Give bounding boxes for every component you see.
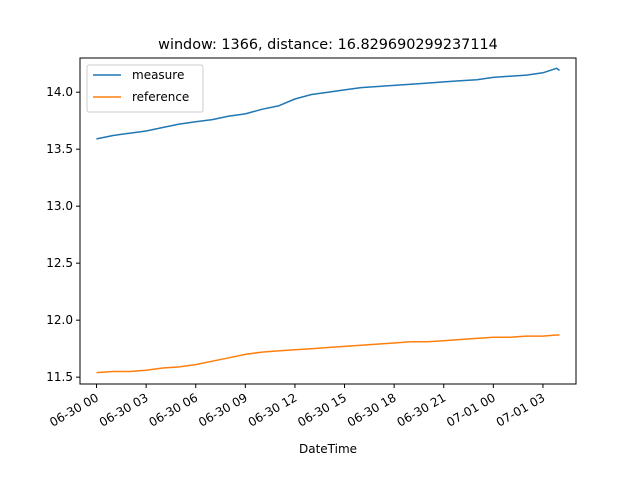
legend-box bbox=[86, 64, 204, 113]
x-axis-label: DateTime bbox=[299, 442, 357, 456]
y-tick-label: 12.0 bbox=[46, 313, 73, 327]
series-layer bbox=[96, 67, 560, 374]
y-tick-label: 14.0 bbox=[46, 85, 73, 99]
y-axis: 11.5 12.0 12.5 13.0 13.5 14.0 bbox=[46, 85, 80, 384]
axes-frame bbox=[79, 57, 577, 385]
chart-title: window: 1366, distance: 16.8296902992371… bbox=[158, 37, 498, 53]
y-tick-label: 13.5 bbox=[46, 142, 73, 156]
y-tick-label: 12.5 bbox=[46, 256, 73, 270]
series-line-reference bbox=[96, 334, 560, 374]
y-tick-label: 11.5 bbox=[46, 370, 73, 384]
legend: measure reference bbox=[86, 64, 204, 113]
y-tick-label: 13.0 bbox=[46, 199, 73, 213]
legend-label-reference: reference bbox=[132, 90, 189, 104]
legend-label-measure: measure bbox=[132, 68, 184, 82]
series-line-measure bbox=[96, 67, 560, 140]
